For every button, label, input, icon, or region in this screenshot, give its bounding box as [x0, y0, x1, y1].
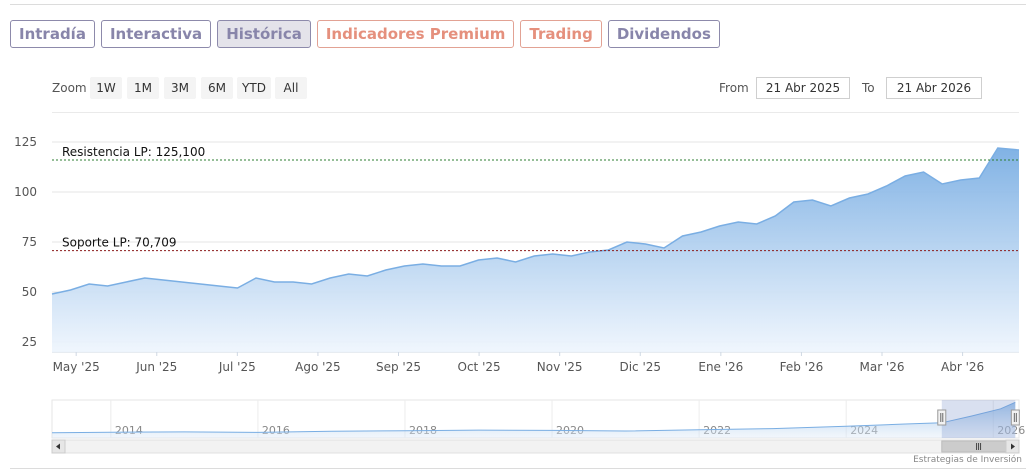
plot-line-label: Soporte LP: 70,709: [62, 236, 177, 250]
zoom-3m-button[interactable]: 3M: [164, 77, 196, 99]
chart-tabs: Intradía Interactiva Histórica Indicador…: [10, 20, 720, 48]
zoom-all-button[interactable]: All: [275, 77, 307, 99]
y-tick-label: 25: [22, 335, 37, 349]
x-tick-label: Feb '26: [780, 360, 824, 374]
x-tick-label: Abr '26: [941, 360, 984, 374]
x-tick-label: May '25: [53, 360, 100, 374]
tab-indicadores-premium[interactable]: Indicadores Premium: [316, 20, 515, 48]
chart-credit: Estrategias de Inversión: [913, 455, 1022, 465]
series-line-0: [51, 147, 1020, 295]
y-tick-label: 50: [22, 285, 37, 299]
series-area-0: [52, 148, 1019, 352]
x-tick-label: Jun '25: [135, 360, 177, 374]
navigator-right-handle[interactable]: [1010, 409, 1020, 426]
tab-dividendos[interactable]: Dividendos: [607, 20, 720, 48]
navigator-line: [51, 401, 1016, 434]
to-date-input[interactable]: 21 Abr 2026: [886, 77, 982, 99]
y-tick-label: 100: [14, 185, 37, 199]
y-tick-label: 75: [22, 235, 37, 249]
y-axis: 25 50 75 100 125: [14, 135, 37, 349]
arrow-right-icon: [1011, 443, 1015, 450]
navigator-left-handle[interactable]: [937, 409, 947, 426]
scrollbar-track[interactable]: [51, 439, 1020, 454]
zoom-ytd-button[interactable]: YTD: [237, 77, 271, 99]
plot-lines: Resistencia LP: 125,100 Soporte LP: 70,70…: [52, 145, 1019, 252]
x-tick-label: Mar '26: [859, 360, 904, 374]
tab-intradia[interactable]: Intradía: [10, 20, 95, 48]
x-tick-label: Ene '26: [698, 360, 743, 374]
x-tick-label: Sep '25: [376, 360, 421, 374]
tab-trading[interactable]: Trading: [520, 20, 602, 48]
x-tick-label: Oct '25: [458, 360, 501, 374]
x-tick-label: Nov '25: [537, 360, 583, 374]
from-date-input[interactable]: 21 Abr 2025: [756, 77, 850, 99]
price-series: [51, 147, 1020, 352]
toolbar-divider: [52, 112, 1019, 113]
arrow-left-icon: [56, 443, 60, 450]
from-label: From: [719, 81, 749, 95]
zoom-label: Zoom: [52, 81, 87, 95]
plot-line-label: Resistencia LP: 125,100: [62, 145, 205, 159]
top-border: [10, 4, 1026, 5]
navigator[interactable]: 2014201620182020202220242026: [51, 399, 1025, 454]
x-tick-label: Ago '25: [295, 360, 341, 374]
y-tick-label: 125: [14, 135, 37, 149]
bottom-border: [10, 468, 1026, 469]
zoom-1m-button[interactable]: 1M: [127, 77, 159, 99]
to-label: To: [862, 81, 875, 95]
x-tick-label: Dic '25: [619, 360, 661, 374]
zoom-6m-button[interactable]: 6M: [201, 77, 233, 99]
tab-historica[interactable]: Histórica: [217, 20, 311, 48]
zoom-1w-button[interactable]: 1W: [90, 77, 122, 99]
tab-interactiva[interactable]: Interactiva: [100, 20, 212, 48]
navigator-area: [52, 402, 1016, 438]
navigator-selection[interactable]: [941, 400, 1016, 438]
x-axis: May '25 Jun '25 Jul '25 Ago '25 Sep '25 Oct '…: [53, 352, 984, 374]
x-tick-label: Jul '25: [218, 360, 256, 374]
